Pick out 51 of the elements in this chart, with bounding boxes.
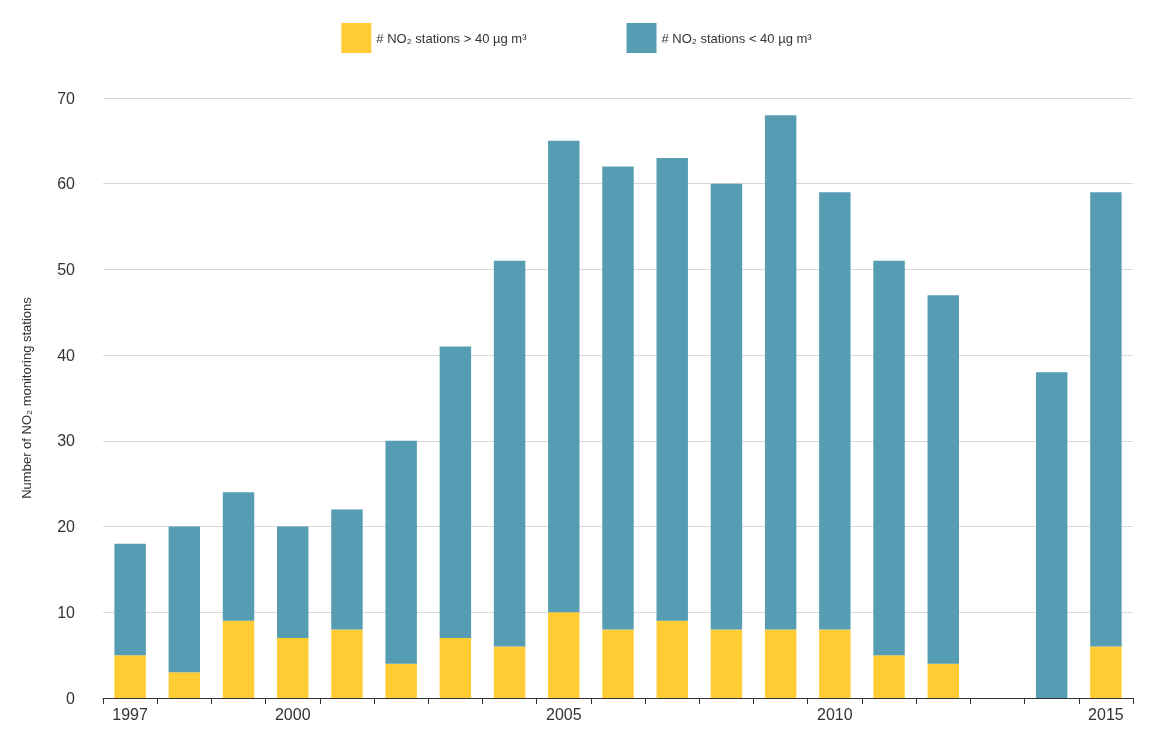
bar	[493, 646, 526, 698]
x-tick-label: 2005	[545, 705, 582, 723]
bar	[548, 140, 580, 613]
bar	[385, 440, 417, 664]
bar	[277, 638, 309, 698]
bar	[710, 183, 743, 630]
legend-label: # NO₂ stations > 40 µg m³	[376, 30, 528, 46]
bar	[439, 346, 472, 638]
bar	[764, 115, 797, 630]
bar	[439, 638, 472, 698]
bar	[168, 672, 201, 698]
bar	[114, 655, 146, 698]
y-tick-label: 30	[57, 432, 76, 450]
bar	[819, 629, 851, 698]
bar	[710, 629, 743, 698]
x-tick-label: 2015	[1088, 705, 1124, 723]
bar	[548, 612, 580, 698]
y-tick-label: 20	[57, 518, 76, 536]
y-tick-label: 40	[57, 346, 76, 364]
bar	[602, 629, 634, 698]
bar	[602, 166, 634, 630]
bar	[819, 192, 851, 630]
bar	[331, 629, 363, 698]
bar	[873, 655, 905, 698]
legend-label: # NO₂ stations < 40 µg m³	[661, 30, 813, 46]
bar	[493, 260, 526, 647]
x-tick-label: 1997	[112, 705, 148, 723]
y-tick-label: 70	[57, 89, 76, 107]
bar	[873, 260, 905, 656]
y-tick-label: 50	[57, 260, 76, 278]
bar	[927, 663, 959, 698]
bar	[385, 663, 417, 698]
x-tick-label: 2000	[274, 705, 311, 723]
x-tick-label: 2010	[817, 705, 853, 723]
bar	[1090, 646, 1122, 698]
bar	[168, 526, 201, 673]
bar	[222, 492, 255, 621]
bar	[222, 620, 255, 698]
y-tick-label: 0	[66, 689, 76, 707]
y-axis-title: Number of NO₂ monitoring stations	[19, 296, 34, 499]
bar	[277, 526, 309, 638]
bar	[927, 295, 959, 664]
bar	[1090, 192, 1122, 647]
y-tick-label: 10	[57, 603, 76, 621]
y-tick-label: 60	[57, 175, 76, 193]
bar	[331, 509, 363, 630]
bar	[764, 629, 797, 698]
bar	[656, 158, 688, 621]
bar	[656, 620, 688, 698]
bar	[114, 543, 146, 656]
bar	[1035, 372, 1068, 698]
